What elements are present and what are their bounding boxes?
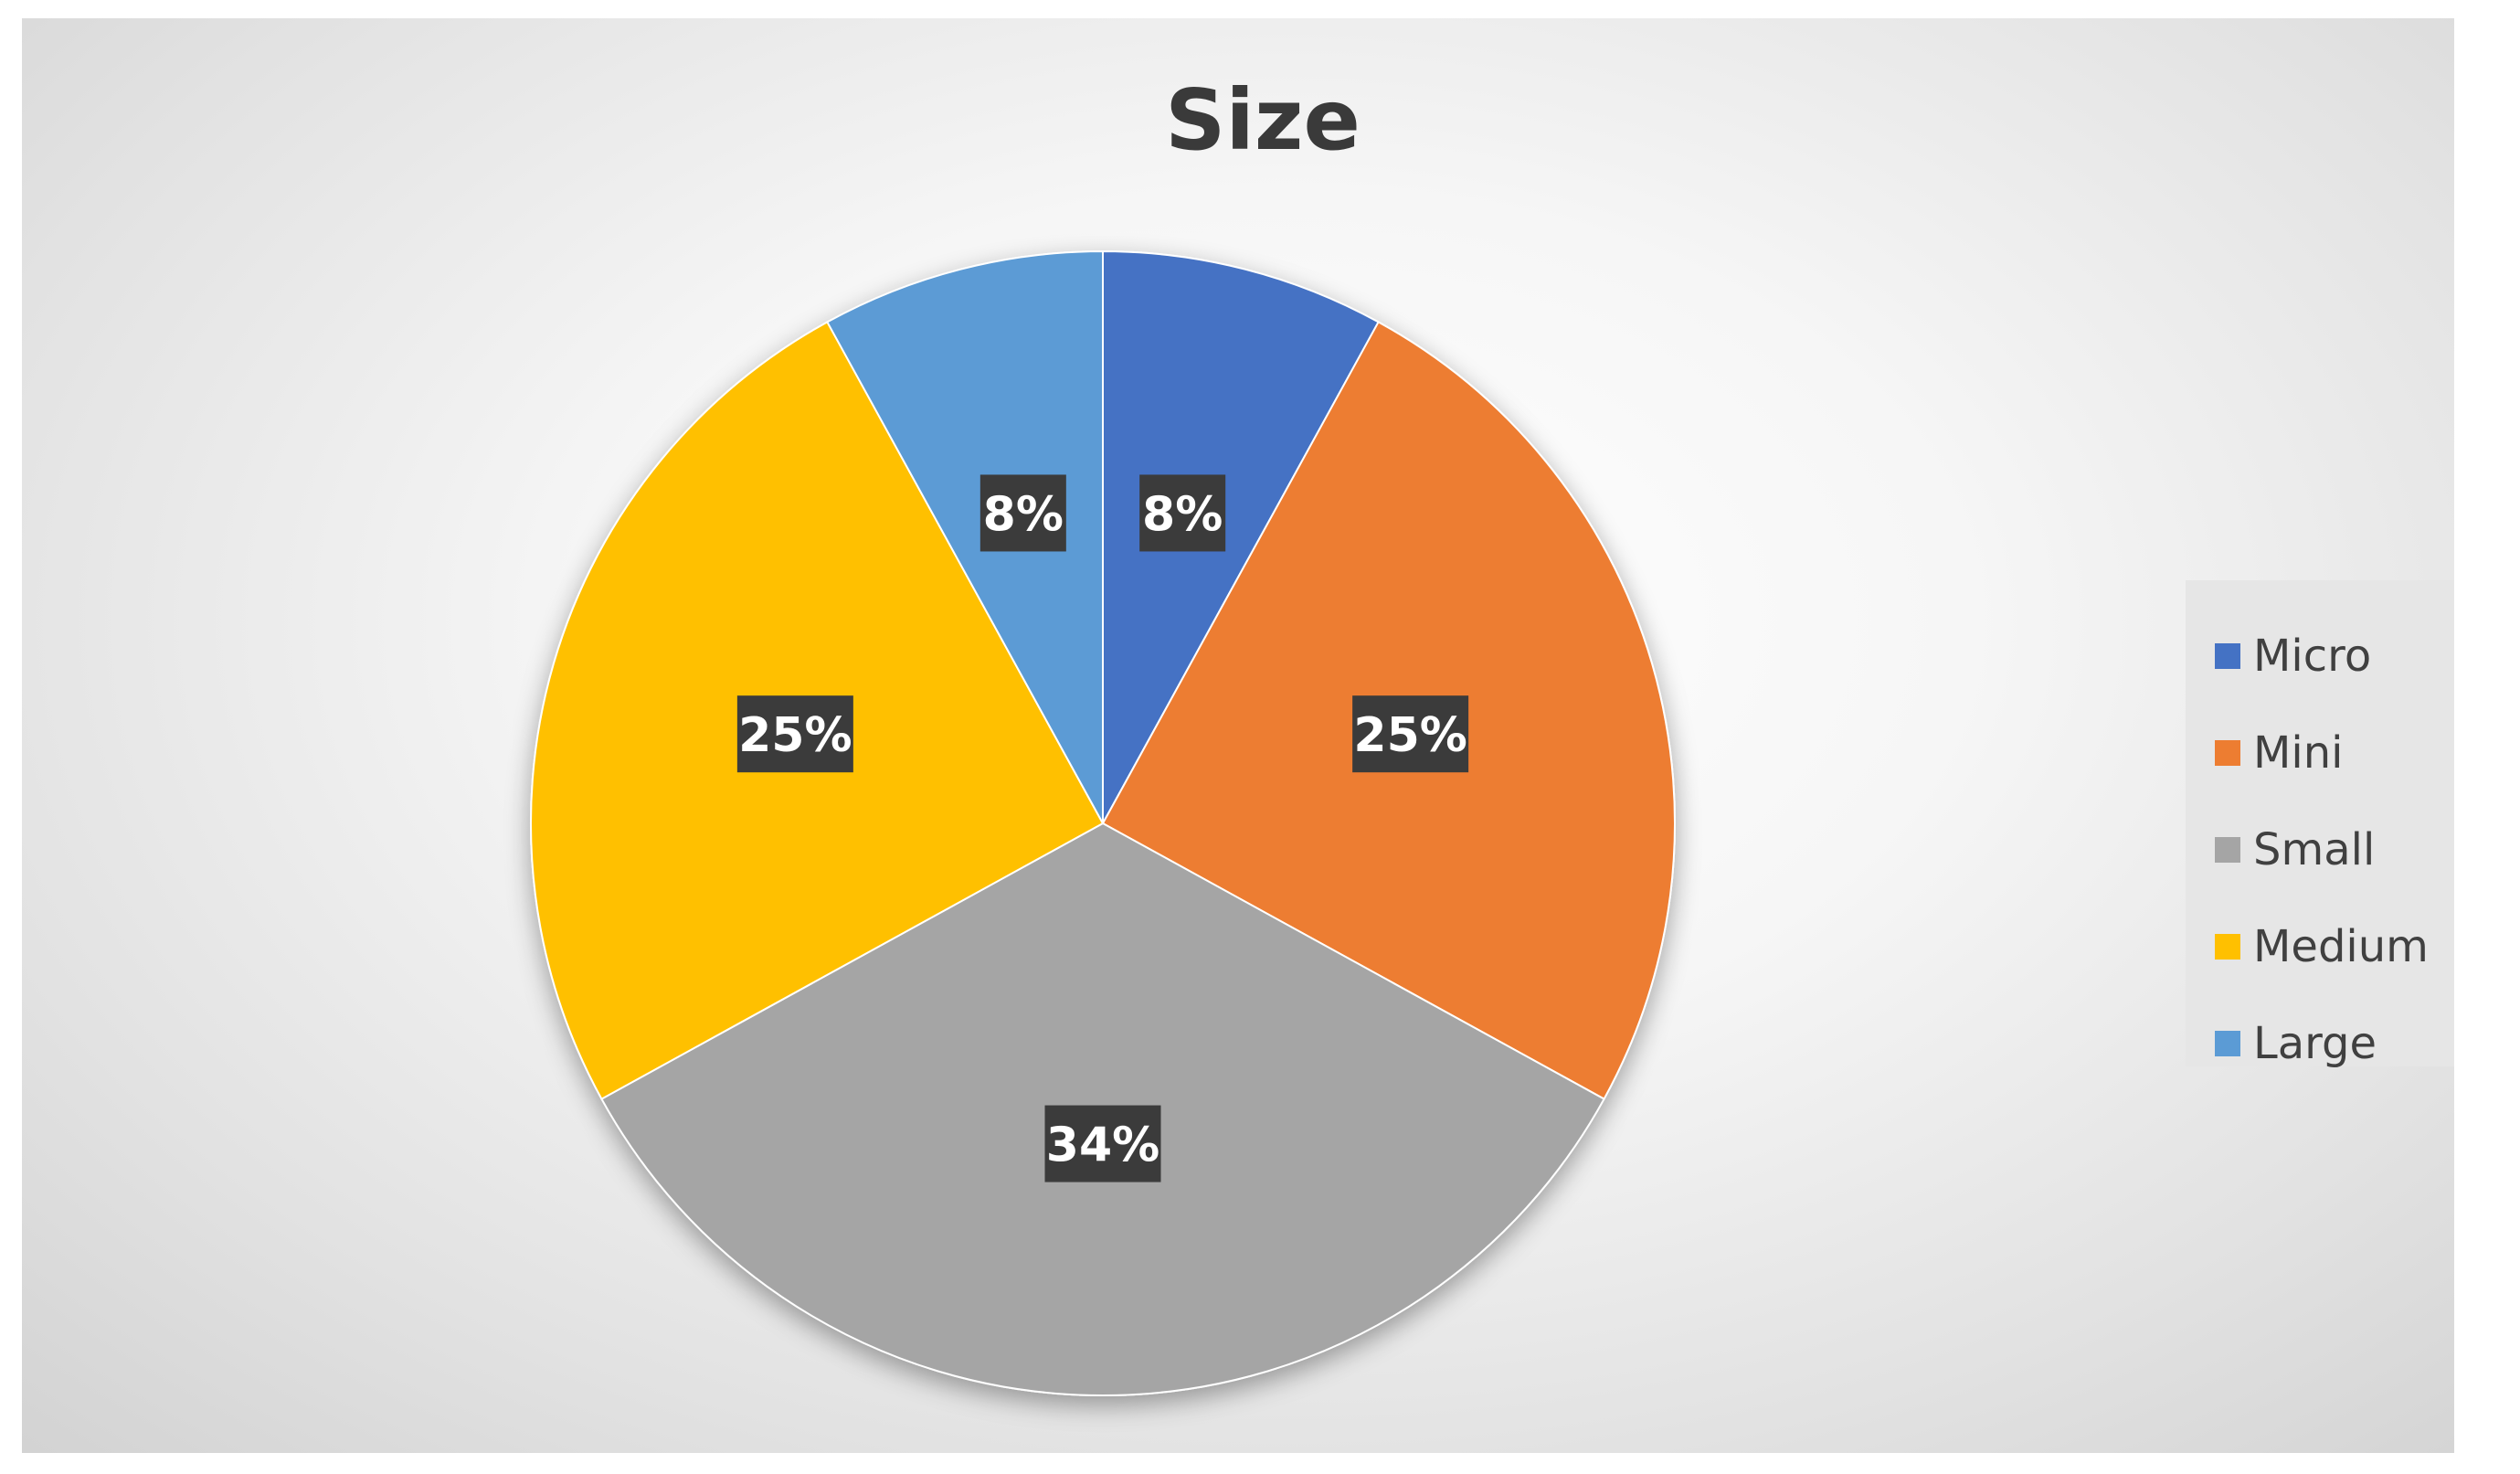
legend-item-medium: Medium xyxy=(2186,898,2454,995)
chart-title: Size xyxy=(1165,71,1361,169)
data-label-medium: 25% xyxy=(738,708,852,763)
legend-label-mini: Mini xyxy=(2253,727,2344,779)
data-label-box-mini xyxy=(1352,695,1469,773)
data-label-mini: 25% xyxy=(1353,708,1466,763)
legend-swatch-mini xyxy=(2215,740,2240,766)
pie-slices xyxy=(530,249,1676,1396)
data-label-small: 34% xyxy=(1046,1119,1159,1173)
legend-item-micro: Micro xyxy=(2186,608,2454,705)
legend-item-mini: Mini xyxy=(2186,705,2454,801)
data-label-box-large xyxy=(979,474,1066,552)
legend-item-small: Small xyxy=(2186,801,2454,898)
data-label-box-medium xyxy=(736,695,853,773)
legend-label-large: Large xyxy=(2253,1018,2377,1069)
pie-data-labels: 8% 25% 34% 25% 8% xyxy=(736,474,1469,1182)
legend-swatch-small xyxy=(2215,837,2240,863)
data-label-large: 8% xyxy=(983,487,1064,542)
legend-label-medium: Medium xyxy=(2253,921,2429,972)
pie-chart: 8% 25% 34% 25% 8% xyxy=(530,249,1676,1396)
chart-area: Size 8% 25% 34% 25% 8% Micro Mini Small xyxy=(22,18,2454,1453)
legend-swatch-medium xyxy=(2215,934,2240,960)
data-label-box-small xyxy=(1044,1105,1161,1182)
data-label-box-micro xyxy=(1139,474,1226,552)
pie-slice-large xyxy=(826,249,1104,824)
legend-label-micro: Micro xyxy=(2253,631,2372,682)
data-label-micro: 8% xyxy=(1142,487,1223,542)
legend-label-small: Small xyxy=(2253,824,2376,875)
legend-swatch-micro xyxy=(2215,643,2240,669)
legend-item-large: Large xyxy=(2186,995,2454,1092)
pie-slice-micro xyxy=(1102,249,1380,824)
legend: Micro Mini Small Medium Large xyxy=(2186,580,2454,1069)
legend-swatch-large xyxy=(2215,1031,2240,1056)
